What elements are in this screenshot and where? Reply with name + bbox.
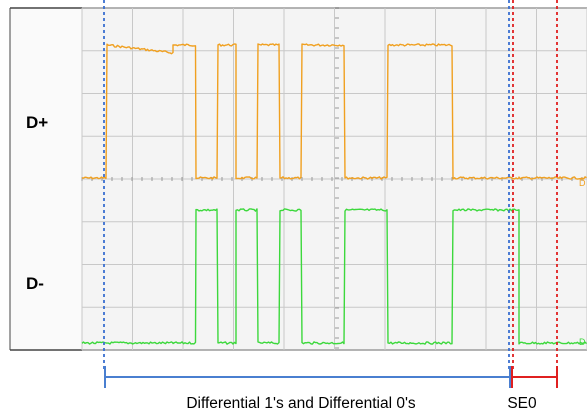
dplus-edge-tick: D xyxy=(579,178,586,188)
differential-bracket xyxy=(105,366,510,388)
label-panel xyxy=(10,8,82,350)
se0-caption: SE0 xyxy=(507,395,537,412)
differential-caption: Differential 1's and Differential 0's xyxy=(186,395,416,412)
dminus-label: D- xyxy=(26,274,44,293)
se0-bracket xyxy=(512,366,557,388)
dminus-edge-tick: D xyxy=(579,337,586,347)
dplus-label: D+ xyxy=(26,113,48,132)
